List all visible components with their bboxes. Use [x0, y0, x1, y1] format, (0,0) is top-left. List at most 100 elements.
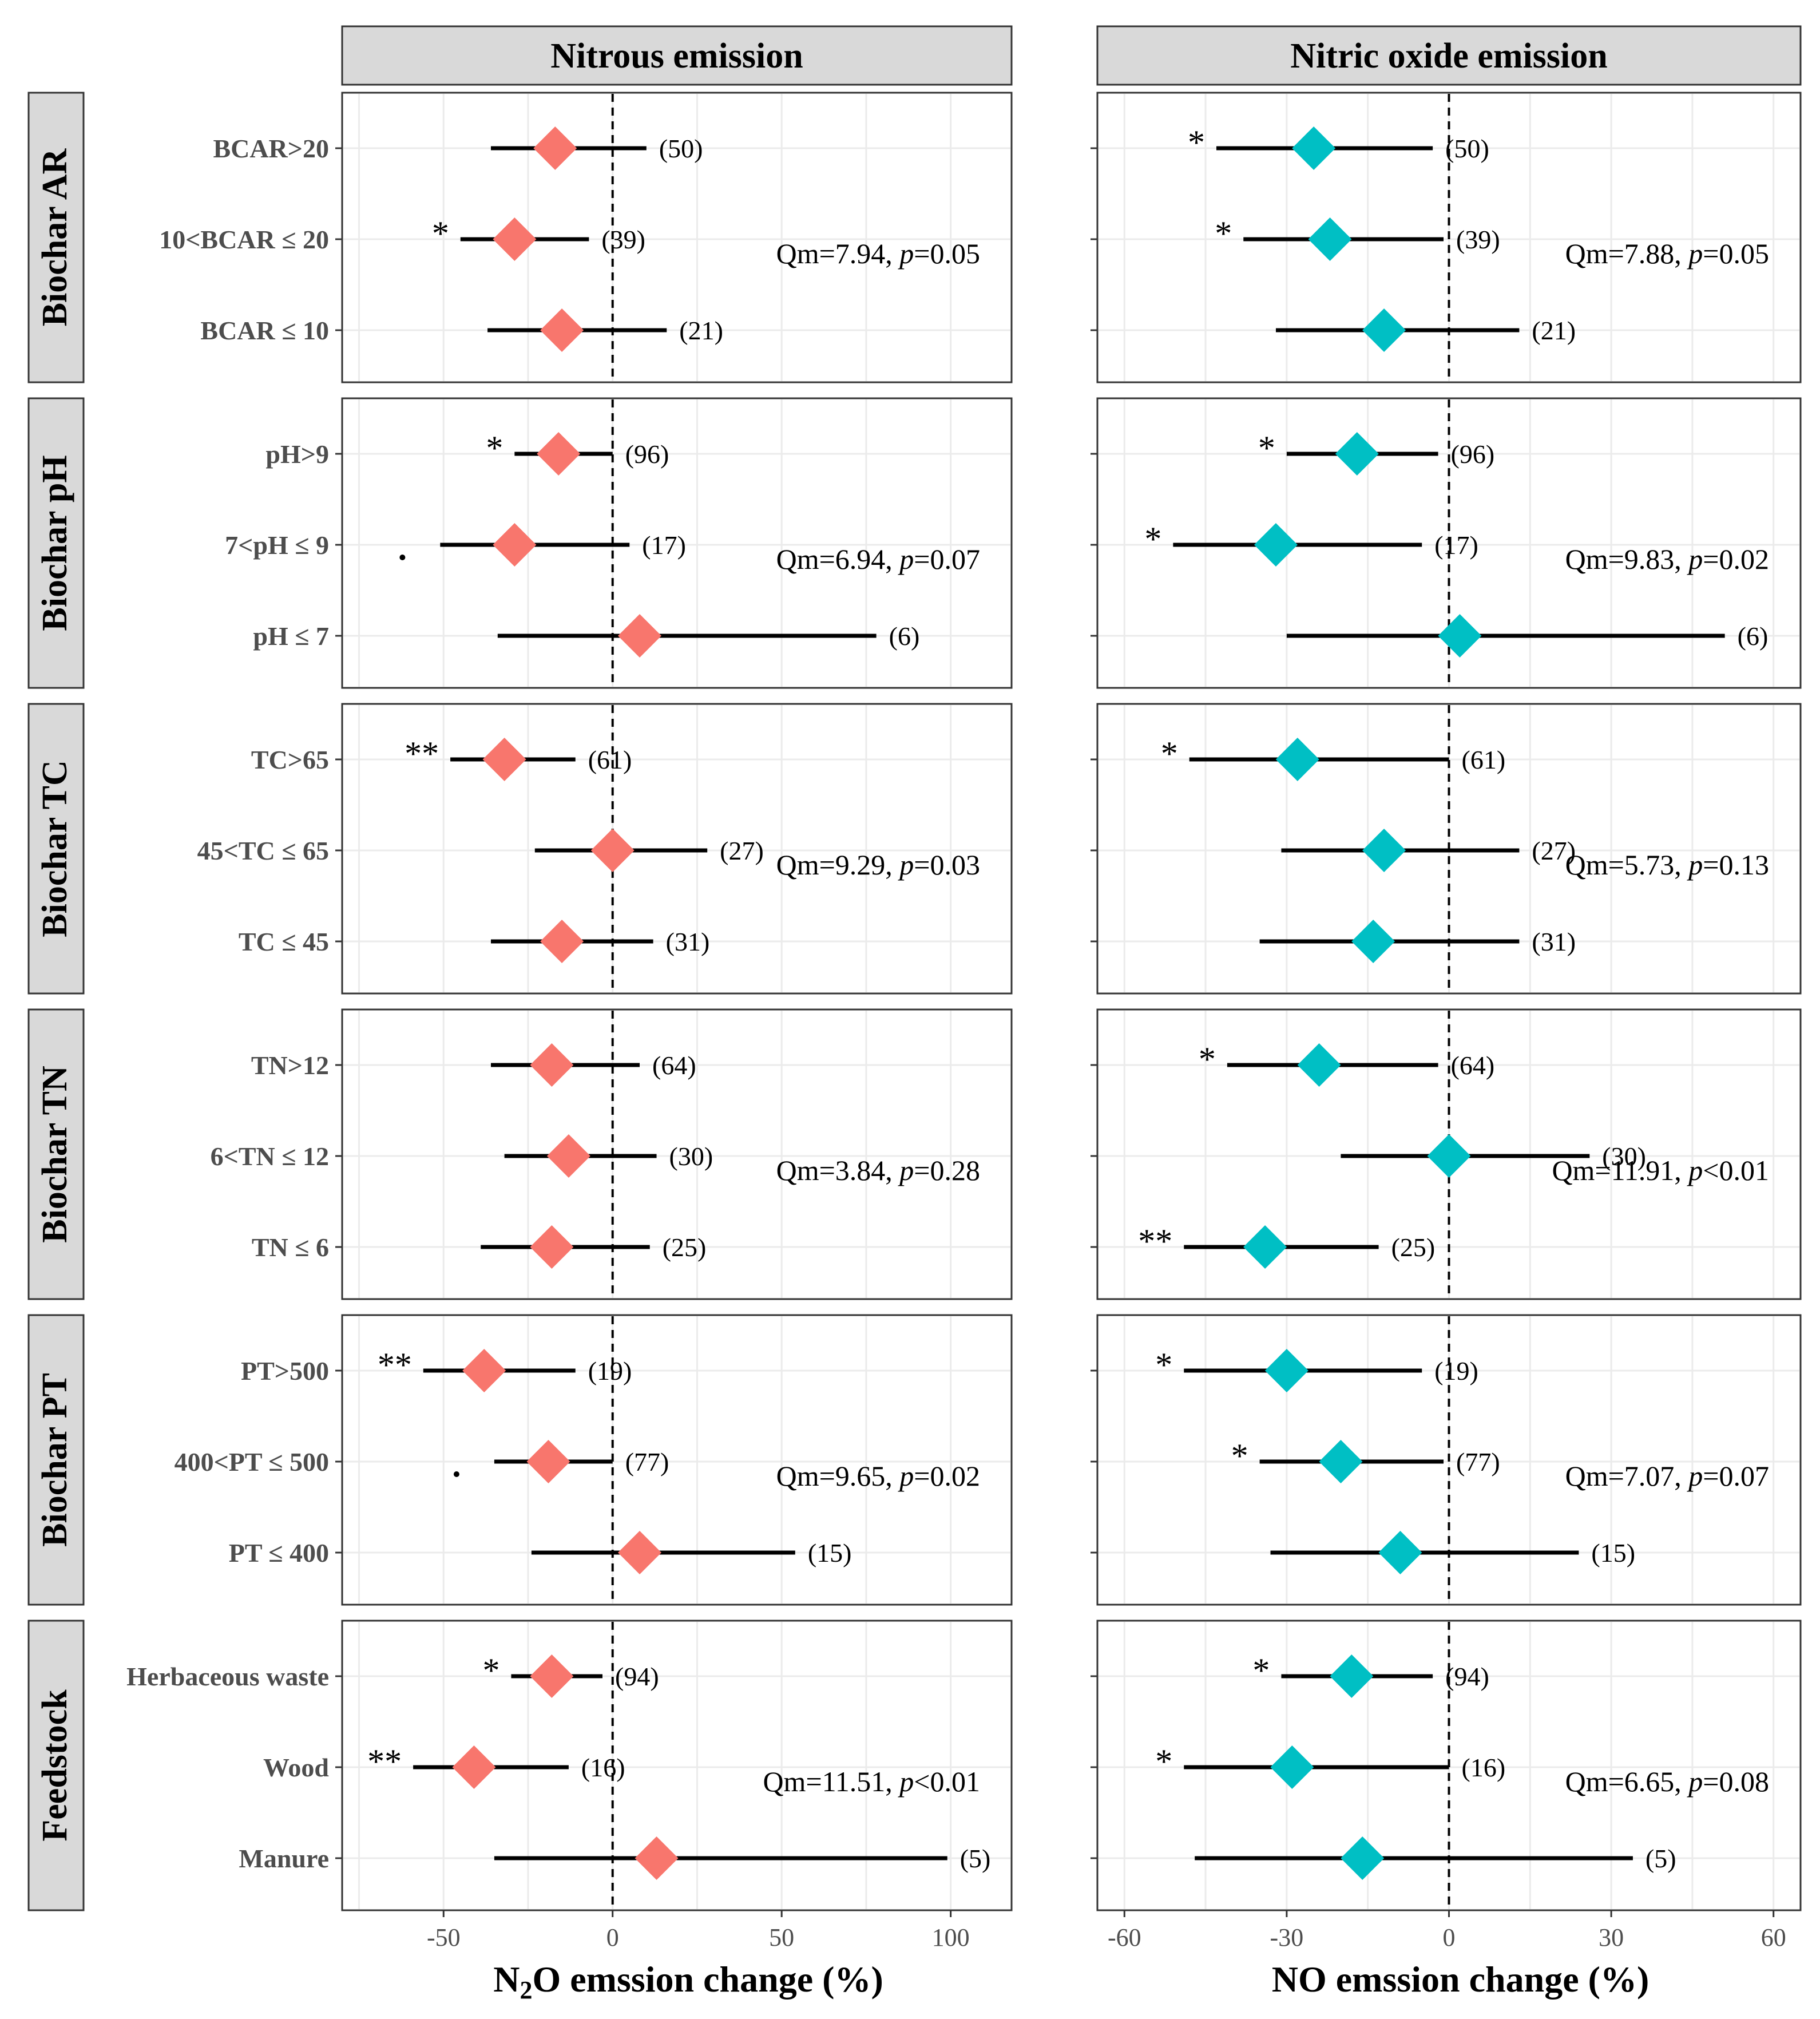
- row-title: Biochar PT: [35, 1373, 74, 1547]
- effect-size-marker: [1427, 1134, 1471, 1178]
- effect-size-marker: [1297, 1043, 1341, 1087]
- sample-size-label: (77): [1456, 1447, 1500, 1476]
- heterogeneity-stat: Qm=7.07, p=0.07: [1565, 1460, 1769, 1492]
- significance-marker: *: [432, 215, 449, 252]
- effect-size-marker: [1362, 829, 1406, 872]
- sample-size-label: (77): [625, 1447, 669, 1476]
- category-label: TN ≤ 6: [252, 1233, 329, 1262]
- significance-marker: *: [1155, 1346, 1172, 1384]
- sample-size-label: (64): [652, 1051, 696, 1080]
- heterogeneity-stat: Qm=9.29, p=0.03: [776, 849, 980, 881]
- sample-size-label: (15): [808, 1538, 852, 1567]
- sample-size-label: (61): [1462, 745, 1506, 774]
- effect-size-marker: [1438, 614, 1482, 658]
- significance-marker: **: [367, 1743, 402, 1780]
- significance-marker: **: [1138, 1222, 1172, 1260]
- column-title: Nitrous emission: [550, 37, 803, 76]
- category-label: pH ≤ 7: [253, 621, 329, 651]
- significance-marker: *: [1155, 1743, 1172, 1780]
- effect-size-marker: [1351, 920, 1395, 963]
- significance-marker: *: [1231, 1437, 1248, 1475]
- effect-size-marker: [1292, 126, 1336, 170]
- sample-size-label: (19): [1434, 1356, 1478, 1385]
- heterogeneity-stat: Qm=9.65, p=0.02: [776, 1460, 980, 1492]
- effect-size-marker: [1378, 1531, 1422, 1574]
- category-label: TC>65: [251, 745, 329, 774]
- significance-marker: *: [1188, 124, 1205, 161]
- category-label: BCAR>20: [213, 134, 329, 163]
- heterogeneity-stat: Qm=6.94, p=0.07: [776, 543, 980, 575]
- sample-size-label: (6): [1738, 621, 1769, 651]
- effect-size-marker: [1264, 1349, 1309, 1392]
- column-strip: [1096, 25, 1802, 86]
- column-strip: [341, 25, 1013, 86]
- row-title: Biochar TC: [35, 760, 74, 937]
- column-title: Nitric oxide emission: [1290, 37, 1608, 76]
- category-label: BCAR ≤ 10: [200, 316, 329, 345]
- row-strip: [27, 92, 85, 383]
- panel-background: [341, 92, 1013, 383]
- category-label: PT>500: [241, 1356, 329, 1385]
- effect-size-marker: [618, 614, 661, 658]
- sample-size-label: (61): [588, 745, 632, 774]
- category-label: TN>12: [251, 1051, 329, 1080]
- sample-size-label: (30): [1602, 1142, 1646, 1171]
- significance-marker: *: [486, 429, 503, 467]
- sample-size-label: (25): [663, 1233, 707, 1262]
- effect-size-marker: [635, 1836, 679, 1880]
- row-title: Biochar AR: [35, 148, 74, 326]
- sample-size-label: (25): [1391, 1233, 1436, 1262]
- effect-size-marker: [1254, 523, 1298, 567]
- effect-size-marker: [1362, 308, 1406, 352]
- effect-size-marker: [1275, 738, 1319, 781]
- effect-size-marker: [537, 432, 581, 476]
- x-tick-label: 100: [932, 1923, 970, 1951]
- sample-size-label: (39): [601, 225, 645, 254]
- effect-size-marker: [540, 308, 584, 352]
- significance-marker: *: [1252, 1652, 1270, 1689]
- significance-marker: *: [1199, 1040, 1216, 1078]
- sample-size-label: (17): [1434, 531, 1478, 560]
- effect-size-marker: [452, 1745, 496, 1789]
- sample-size-label: (5): [960, 1844, 991, 1873]
- x-tick-label: 0: [1443, 1923, 1456, 1951]
- sample-size-label: (94): [1445, 1662, 1489, 1691]
- x-tick-label: -60: [1108, 1923, 1141, 1951]
- effect-size-marker: [530, 1043, 574, 1087]
- sample-size-label: (50): [1445, 134, 1489, 163]
- row-title: Feedstock: [35, 1689, 74, 1842]
- significance-marker: *: [1161, 735, 1178, 773]
- category-label: PT ≤ 400: [229, 1538, 329, 1567]
- sample-size-label: (16): [1462, 1753, 1506, 1782]
- effect-size-marker: [590, 829, 635, 872]
- heterogeneity-stat: Qm=7.88, p=0.05: [1565, 237, 1769, 270]
- heterogeneity-stat: Qm=3.84, p=0.28: [776, 1154, 980, 1186]
- sample-size-label: (17): [642, 531, 686, 560]
- sample-size-label: (19): [588, 1356, 632, 1385]
- row-strip: [27, 397, 85, 689]
- effect-size-marker: [526, 1440, 570, 1483]
- x-tick-label: 0: [606, 1923, 619, 1951]
- category-label: 6<TN ≤ 12: [211, 1142, 329, 1171]
- effect-size-marker: [493, 523, 537, 567]
- effect-size-marker: [540, 920, 584, 963]
- sample-size-label: (16): [581, 1753, 625, 1782]
- category-label: 45<TC ≤ 65: [197, 836, 329, 865]
- sample-size-label: (50): [659, 134, 703, 163]
- effect-size-marker: [618, 1531, 661, 1574]
- x-tick-label: -30: [1270, 1923, 1304, 1951]
- heterogeneity-stat: Qm=6.65, p=0.08: [1565, 1765, 1769, 1798]
- effect-size-marker: [1308, 217, 1352, 261]
- sample-size-label: (27): [1532, 836, 1576, 865]
- heterogeneity-stat: Qm=9.83, p=0.02: [1565, 543, 1769, 575]
- sample-size-label: (96): [625, 440, 669, 469]
- category-label: Manure: [239, 1844, 329, 1873]
- category-label: Wood: [263, 1753, 329, 1782]
- heterogeneity-stat: Qm=11.51, p<0.01: [763, 1765, 980, 1798]
- sample-size-label: (30): [669, 1142, 713, 1171]
- category-label: pH>9: [265, 440, 329, 469]
- x-tick-label: 60: [1761, 1923, 1786, 1951]
- x-tick-label: 50: [769, 1923, 794, 1951]
- effect-size-marker: [1341, 1836, 1385, 1880]
- heterogeneity-stat: Qm=5.73, p=0.13: [1565, 849, 1769, 881]
